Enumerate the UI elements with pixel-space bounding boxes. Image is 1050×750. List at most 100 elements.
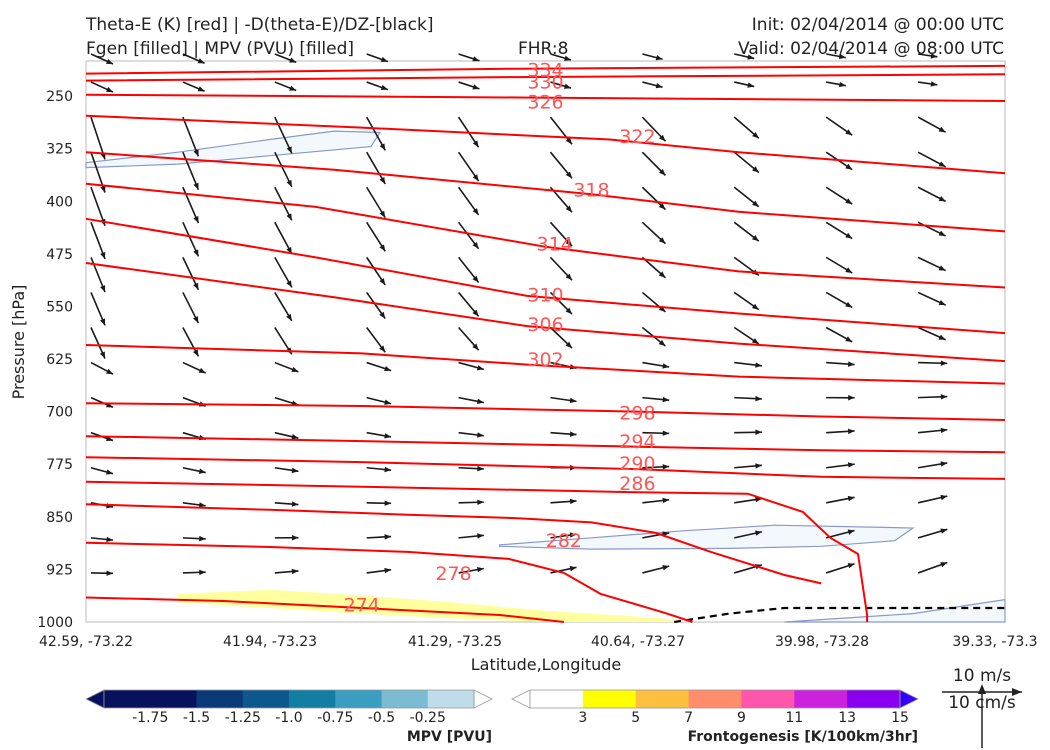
wind-arrow (274, 361, 299, 373)
x-tick-label: 41.29, -73.25 (408, 634, 502, 650)
wind-arrow (642, 396, 670, 403)
x-axis-label: Latitude,Longitude (471, 655, 622, 674)
y-tick-label: 250 (46, 89, 73, 105)
mpv-colorbar-swatch (150, 690, 197, 708)
mpv-colorbar-tick: -1.75 (132, 710, 168, 726)
theta-e-label: 274 (344, 594, 380, 616)
fgen-colorbar-swatch (847, 690, 901, 708)
fgen-colorbar-tick: 13 (838, 710, 856, 726)
wind-arrow (366, 151, 386, 185)
wind-arrow (825, 186, 853, 205)
wind-arrow (366, 567, 392, 574)
wind-arrow (825, 529, 855, 539)
wind-arrow (90, 53, 114, 65)
wind-arrow (457, 256, 480, 284)
mpv-colorbar-tick: -1.0 (275, 710, 302, 726)
theta-e-label: 290 (619, 453, 655, 475)
fgen-colorbar-tick: 3 (578, 710, 587, 726)
y-tick-label: 1000 (37, 615, 73, 631)
y-tick-label: 925 (46, 562, 73, 578)
wind-arrow (734, 530, 763, 539)
fgen-colorbar-swatch (741, 690, 795, 708)
wind-arrow (642, 464, 670, 470)
theta-e-line-322 (85, 114, 1006, 175)
wind-arrow (917, 528, 948, 539)
wind-arrow (274, 151, 293, 188)
wind-arrow (549, 151, 573, 179)
theta-e-line-278 (85, 541, 693, 623)
wind-arrow (641, 116, 666, 142)
wind-arrow (458, 533, 484, 539)
wind-arrow (458, 566, 484, 574)
wind-arrow (366, 431, 392, 439)
axis-ticks: 250 325 400 475 550 625 700 775 850 925 1000 42.59,… (37, 89, 1037, 650)
fgen-colorbar-swatch (530, 690, 584, 708)
wind-arrow (182, 535, 206, 542)
wind-arrow (734, 361, 762, 368)
fgen-colorbar-left-extend (511, 689, 531, 709)
wind-arrow (182, 81, 205, 92)
theta-e-label: 330 (527, 71, 563, 93)
fgen-colorbar-swatch (688, 690, 742, 708)
wind-arrow (366, 327, 386, 353)
wind-arrow (182, 569, 206, 576)
wind-arrow (90, 81, 114, 93)
wind-arrow (549, 221, 573, 247)
fgen-colorbar-swatch (794, 690, 848, 708)
wind-vectors (90, 53, 948, 576)
wind-arrow (274, 221, 293, 255)
wind-arrow (274, 535, 299, 541)
fgen-colorbar-label: Frontogenesis [K/100km/3hr] (688, 729, 918, 745)
mpv-colorbar-tick: -0.5 (368, 710, 395, 726)
theta-e-line-318 (85, 151, 1006, 233)
wind-arrow (274, 431, 299, 440)
x-tick-label: 40.64, -73.27 (591, 634, 685, 650)
wind-arrow (826, 81, 846, 88)
wind-arrow (918, 427, 948, 434)
mpv-colorbar-left-extend (85, 689, 105, 709)
wind-arrow (826, 462, 855, 469)
wind-arrow (457, 291, 480, 317)
wind-arrow (917, 151, 946, 168)
wind-arrow (366, 466, 392, 473)
wind-arrow (366, 81, 389, 91)
wind-arrow (642, 53, 663, 61)
y-axis-label: Pressure [hPa] (9, 285, 28, 400)
theta-e-line-286 (85, 480, 869, 622)
wind-arrow (641, 256, 666, 279)
theta-e-line-302 (85, 344, 1006, 385)
wind-arrow (366, 534, 392, 540)
wind-reference: 10 m/s 10 cm/s (942, 666, 1022, 748)
dashed-contour (674, 606, 1005, 624)
wind-arrow (825, 326, 853, 343)
wind-arrow (825, 116, 853, 136)
y-tick-label: 325 (46, 142, 73, 158)
mpv-colorbar-tick: -0.75 (317, 710, 353, 726)
wind-arrow (182, 53, 205, 64)
wind-arrow (366, 116, 386, 151)
wind-arrow (182, 361, 207, 374)
wind-arrow (734, 429, 762, 436)
mpv-colorbar-tick: -0.25 (410, 710, 446, 726)
wind-arrow (90, 327, 106, 359)
wind-arrow (549, 116, 573, 145)
wind-arrow (366, 186, 386, 219)
wind-arrow (642, 430, 670, 436)
mpv-colorbar-swatch (196, 690, 244, 708)
wind-arrow (457, 186, 480, 216)
wind-arrow (182, 257, 200, 291)
wind-arrow (90, 292, 106, 326)
wind-arrow (826, 395, 855, 401)
wind-arrow (641, 151, 666, 176)
wind-arrow (917, 326, 946, 341)
y-tick-label: 550 (46, 299, 73, 315)
theta-e-label: 322 (619, 126, 655, 148)
mpv-colorbar-right-extend (473, 689, 493, 709)
theta-e-line-282 (85, 503, 822, 585)
mpv-colorbar-frame (103, 689, 475, 709)
mpv-colorbar-label: MPV [PVU] (407, 729, 492, 745)
wind-arrow (366, 291, 386, 320)
wind-arrow (182, 466, 206, 474)
